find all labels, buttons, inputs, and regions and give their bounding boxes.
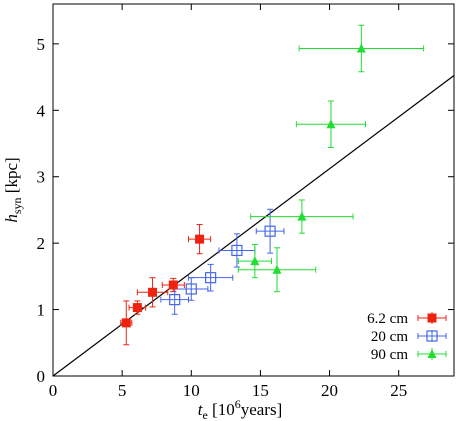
legend-marker: [427, 313, 437, 323]
data-point: [148, 287, 158, 297]
y-tick-label: 3: [37, 168, 46, 187]
x-axis-title-main: t: [198, 400, 204, 419]
data-point: [326, 119, 336, 129]
data-markers: [121, 43, 366, 328]
y-axis-title-sub: syn: [10, 197, 24, 214]
tick-labels: 0 5 10 15 20 25 0 1 2 3 4 5: [37, 35, 408, 400]
y-axis-title-unit: [kpc]: [2, 157, 21, 197]
x-tick-label: 10: [183, 381, 200, 400]
legend-label: 6.2 cm: [367, 311, 408, 327]
y-axis-title-main: h: [2, 214, 21, 223]
data-point: [205, 272, 217, 284]
legend-marker: [427, 349, 437, 358]
x-axis-title-unit: [10: [208, 400, 235, 419]
legend-marker: [426, 330, 438, 342]
legend: 6.2 cm 20 cm 90 cm: [367, 311, 447, 363]
y-axis-title: hsyn [kpc]: [2, 157, 24, 222]
x-axis-title-exp: 6: [235, 397, 241, 411]
legend-label: 20 cm: [371, 329, 408, 345]
data-point: [132, 303, 142, 313]
fit-line-group: [52, 74, 455, 377]
data-point: [272, 264, 282, 274]
data-point: [231, 244, 243, 257]
y-tick-label: 0: [37, 367, 46, 386]
fit-line: [52, 74, 455, 377]
x-axis-title-unit-end: years]: [241, 400, 283, 419]
y-tick-label: 1: [37, 301, 46, 320]
x-tick-label: 5: [118, 381, 127, 400]
error-bars: [120, 24, 425, 346]
x-axis-title: te [106years]: [198, 397, 283, 421]
x-tick-label: 25: [390, 381, 407, 400]
y-tick-label: 2: [37, 234, 46, 253]
data-point: [297, 211, 307, 221]
plot-frame: [52, 3, 455, 377]
data-point: [195, 234, 205, 244]
x-tick-label: 15: [252, 381, 269, 400]
data-point: [356, 43, 366, 53]
data-point: [264, 225, 276, 237]
x-tick-label: 20: [321, 381, 338, 400]
x-axis-title-sub: e: [202, 408, 207, 421]
y-tick-label: 4: [37, 101, 46, 120]
data-point: [168, 280, 178, 290]
legend-label: 90 cm: [371, 347, 408, 363]
data-point: [185, 283, 197, 295]
y-tick-label: 5: [37, 35, 46, 54]
data-point: [121, 318, 131, 328]
x-tick-label: 0: [49, 381, 58, 400]
data-point: [169, 294, 181, 306]
data-point: [250, 256, 260, 266]
